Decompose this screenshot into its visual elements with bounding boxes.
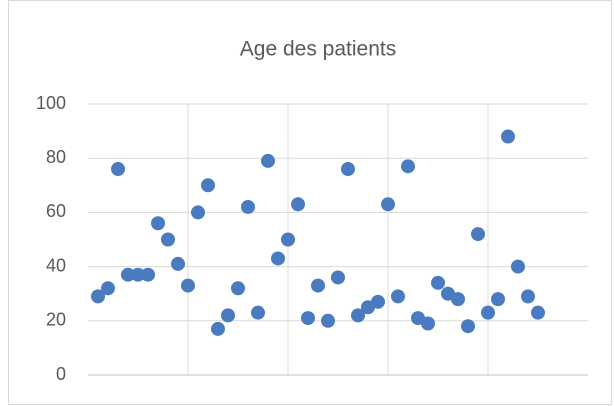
y-tick-label: 100 — [36, 93, 66, 113]
point — [251, 305, 265, 320]
point — [141, 267, 155, 282]
point — [231, 281, 245, 296]
point — [171, 256, 185, 271]
y-tick-label: 60 — [46, 201, 66, 221]
chart-frame — [8, 0, 612, 405]
point — [431, 275, 445, 290]
point — [291, 197, 305, 212]
point — [511, 259, 525, 274]
point — [311, 278, 325, 293]
point — [491, 292, 505, 307]
point — [221, 308, 235, 323]
point — [191, 205, 205, 220]
y-tick-label: 0 — [56, 364, 66, 384]
point — [341, 162, 355, 177]
point — [121, 267, 135, 282]
point — [391, 289, 405, 304]
point — [471, 227, 485, 242]
point — [331, 270, 345, 285]
point — [371, 294, 385, 309]
point — [451, 292, 465, 307]
point — [261, 153, 275, 168]
point — [481, 305, 495, 320]
point — [181, 278, 195, 293]
point — [101, 281, 115, 296]
point — [161, 232, 175, 247]
point — [421, 316, 435, 331]
point — [301, 311, 315, 326]
point — [91, 289, 105, 304]
point — [151, 216, 165, 231]
point — [241, 199, 255, 214]
point — [271, 251, 285, 266]
point — [131, 267, 145, 282]
y-tick-label: 40 — [46, 255, 66, 275]
point — [381, 197, 395, 212]
point — [461, 319, 475, 334]
point — [401, 159, 415, 174]
point — [211, 321, 225, 336]
point — [201, 178, 215, 193]
point — [281, 232, 295, 247]
point — [501, 129, 515, 144]
y-tick-label: 20 — [46, 310, 66, 330]
point — [351, 308, 365, 323]
y-tick-label: 80 — [46, 147, 66, 167]
chart-title: Age des patients — [240, 38, 396, 61]
point — [531, 305, 545, 320]
point — [321, 313, 335, 328]
point — [521, 289, 535, 304]
point — [111, 162, 125, 177]
